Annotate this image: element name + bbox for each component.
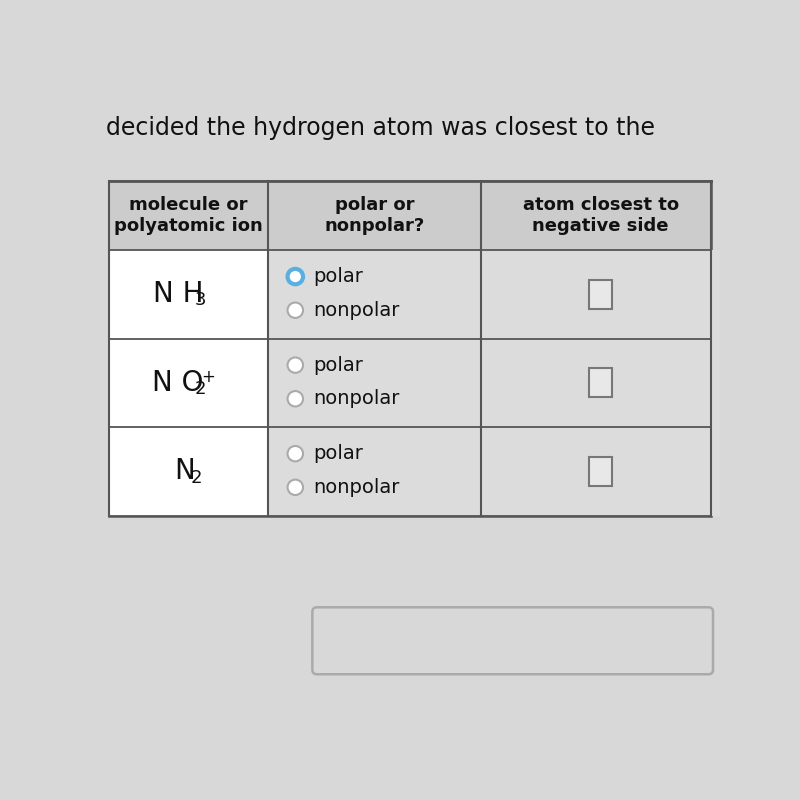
FancyBboxPatch shape <box>589 457 612 486</box>
Text: polar: polar <box>313 356 363 374</box>
Text: ↺: ↺ <box>498 624 528 658</box>
FancyBboxPatch shape <box>110 250 268 338</box>
FancyBboxPatch shape <box>268 427 482 516</box>
Text: nonpolar: nonpolar <box>313 301 399 320</box>
Text: +: + <box>201 368 215 386</box>
Text: 3: 3 <box>194 291 206 310</box>
Circle shape <box>287 480 303 495</box>
Circle shape <box>287 446 303 462</box>
Circle shape <box>287 302 303 318</box>
Text: molecule or
polyatomic ion: molecule or polyatomic ion <box>114 196 263 234</box>
Text: nonpolar: nonpolar <box>313 478 399 497</box>
Text: N: N <box>174 458 195 486</box>
FancyBboxPatch shape <box>268 250 482 338</box>
Text: N O: N O <box>152 369 203 397</box>
FancyBboxPatch shape <box>482 427 720 516</box>
Text: 2: 2 <box>190 469 202 486</box>
FancyBboxPatch shape <box>589 280 612 309</box>
FancyBboxPatch shape <box>110 181 710 516</box>
Circle shape <box>287 391 303 406</box>
Text: ?: ? <box>612 624 633 658</box>
Text: polar or
nonpolar?: polar or nonpolar? <box>325 196 425 234</box>
FancyBboxPatch shape <box>110 338 268 427</box>
FancyBboxPatch shape <box>110 181 710 250</box>
FancyBboxPatch shape <box>312 607 713 674</box>
FancyBboxPatch shape <box>268 338 482 427</box>
FancyBboxPatch shape <box>589 368 612 398</box>
Text: atom closest to
negative side: atom closest to negative side <box>522 196 678 234</box>
FancyBboxPatch shape <box>482 250 720 338</box>
FancyBboxPatch shape <box>482 338 720 427</box>
Text: nonpolar: nonpolar <box>313 390 399 408</box>
Text: decided the hydrogen atom was closest to the: decided the hydrogen atom was closest to… <box>106 116 655 140</box>
Text: ×: × <box>388 624 418 658</box>
FancyBboxPatch shape <box>110 427 268 516</box>
Text: polar: polar <box>313 444 363 463</box>
Circle shape <box>287 269 303 284</box>
Text: 2: 2 <box>194 380 206 398</box>
Circle shape <box>287 358 303 373</box>
Text: polar: polar <box>313 267 363 286</box>
Text: N H: N H <box>153 280 203 308</box>
